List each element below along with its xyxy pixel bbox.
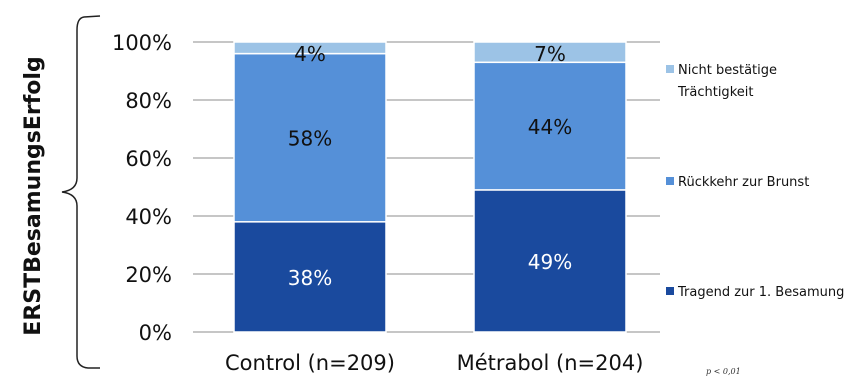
y-tick-label: 100% <box>112 31 172 55</box>
category-labels: Control (n=209) Métrabol (n=204) <box>225 351 643 375</box>
legend-label: Tragend zur 1. Besamung <box>677 285 844 300</box>
legend-label: Rückkehr zur Brunst <box>678 175 809 190</box>
bar-segment <box>473 189 627 333</box>
category-label: Métrabol (n=204) <box>457 351 644 375</box>
y-tick-label: 60% <box>125 147 172 171</box>
bar-segment <box>233 221 387 333</box>
bar-segment <box>233 52 387 223</box>
data-label: 38% <box>288 266 332 290</box>
y-tick-label: 40% <box>125 205 172 229</box>
data-label: 44% <box>528 115 572 139</box>
data-label: 58% <box>288 127 332 151</box>
legend-label: Nicht bestätige <box>678 63 777 78</box>
legend-label: Trächtigkeit <box>677 85 753 100</box>
y-tick-label: 80% <box>125 89 172 113</box>
category-label: Control (n=209) <box>225 351 395 375</box>
bar-segment <box>473 41 627 64</box>
data-label: 4% <box>294 42 326 66</box>
legend-swatch <box>666 287 674 295</box>
bar-segment <box>233 41 387 55</box>
y-tick-labels: 0% 20% 40% 60% 80% 100% <box>112 31 172 345</box>
y-axis-label: ERSTBesamungsErfolg <box>21 56 46 335</box>
y-tick-label: 0% <box>139 321 172 345</box>
bars: 38% 58% 4% 49% 44% 7% <box>233 41 627 333</box>
legend-swatch <box>666 65 674 73</box>
significance-note: p < 0,01 <box>706 367 741 376</box>
y-tick-label: 20% <box>125 263 172 287</box>
legend-swatch <box>666 177 674 185</box>
data-label: 7% <box>534 42 566 66</box>
y-axis-bracket <box>61 15 101 369</box>
data-label: 49% <box>528 250 572 274</box>
legend: Nicht bestätige Trächtigkeit Rückkehr zur … <box>666 63 844 300</box>
